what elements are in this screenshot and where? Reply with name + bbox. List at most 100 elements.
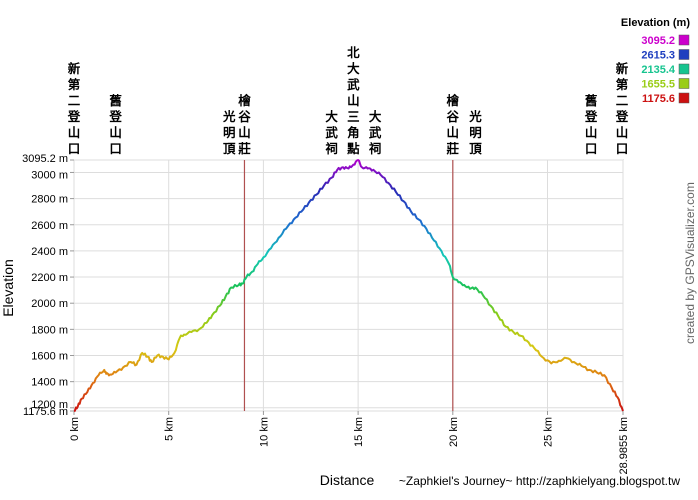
y-tick-label: 1175.6 m	[23, 406, 68, 418]
label-char: 谷	[447, 109, 460, 124]
label-char: 口	[68, 141, 81, 156]
label-char: 武	[325, 125, 338, 140]
legend: Elevation (m) 3095.2 2615.3 2135.4 1655.5 11…	[621, 17, 690, 105]
label-char: 新	[616, 61, 629, 76]
waypoint-label: 大武祠	[325, 109, 338, 156]
label-char: 口	[585, 141, 598, 156]
legend-value: 2615.3	[641, 50, 675, 62]
label-char: 莊	[446, 141, 460, 156]
label-char: 明	[223, 125, 236, 140]
label-char: 二	[68, 93, 81, 108]
y-tick-label: 3000 m	[31, 169, 68, 181]
legend-value: 3095.2	[641, 35, 675, 47]
x-tick-label: 25 km	[543, 417, 555, 447]
label-char: 口	[616, 141, 629, 156]
label-char: 明	[469, 125, 482, 140]
y-tick-label: 1600 m	[31, 351, 68, 363]
waypoint-label: 光明頂	[468, 109, 482, 156]
label-char: 檜	[447, 93, 460, 108]
y-tick-label: 1400 m	[31, 377, 68, 389]
label-char: 登	[584, 109, 598, 124]
elevation-profile-line	[73, 159, 624, 412]
legend-swatch	[678, 92, 690, 104]
y-tick-label: 2800 m	[31, 194, 68, 206]
x-tick-label: 20 km	[448, 417, 460, 447]
y-tick-label: 2000 m	[31, 298, 68, 310]
x-tick-label: 5 km	[164, 417, 176, 441]
label-char: 山	[68, 125, 81, 140]
legend-value: 1175.6	[642, 93, 675, 105]
x-tick-label: 15 km	[353, 417, 365, 447]
waypoint-labels: 檜谷山莊檜谷山莊新第二登山口舊登山口光明頂大武祠北大武山三角點大武祠光明頂舊登山…	[67, 45, 629, 156]
label-char: 山	[238, 125, 251, 140]
label-char: 大	[369, 109, 382, 124]
legend-value: 2135.4	[641, 64, 676, 76]
plot-frame	[73, 159, 624, 412]
label-char: 第	[616, 77, 629, 92]
label-char: 光	[222, 109, 236, 124]
label-char: 舊	[109, 93, 122, 108]
x-axis-title: Distance	[320, 472, 375, 488]
x-tick-label: 0 km	[69, 417, 81, 441]
label-char: 登	[108, 109, 122, 124]
label-char: 山	[585, 125, 598, 140]
y-tick-label: 3095.2 m	[22, 153, 68, 165]
label-char: 武	[369, 125, 382, 140]
label-char: 第	[68, 77, 81, 92]
label-char: 舊	[585, 93, 598, 108]
x-tick-label: 28.9855 km	[618, 417, 630, 474]
legend-swatch	[678, 49, 690, 60]
side-credit: created by GPSVisualizer.com	[683, 182, 697, 344]
label-char: 祠	[325, 141, 338, 156]
label-char: 山	[447, 125, 460, 140]
label-char: 山	[616, 125, 629, 140]
label-char: 武	[347, 77, 360, 92]
label-char: 頂	[469, 141, 482, 156]
label-char: 大	[325, 109, 338, 124]
label-char: 登	[67, 109, 81, 124]
y-tick-label: 2400 m	[31, 246, 68, 258]
label-char: 二	[616, 93, 629, 108]
y-tick-label: 1200 m	[31, 399, 68, 411]
legend-title: Elevation (m)	[621, 17, 690, 29]
label-char: 角	[347, 125, 360, 140]
x-tick-label: 10 km	[258, 417, 270, 447]
label-char: 檜	[238, 93, 251, 108]
label-char: 新	[68, 61, 81, 76]
y-tick-label: 2200 m	[31, 272, 68, 284]
grid-lines	[73, 159, 624, 412]
label-char: 山	[347, 93, 360, 108]
label-char: 谷	[238, 109, 251, 124]
label-char: 北	[347, 45, 360, 60]
label-char: 莊	[237, 141, 251, 156]
label-char: 口	[109, 141, 122, 156]
label-char: 登	[615, 109, 629, 124]
legend-value: 1655.5	[641, 79, 675, 91]
label-char: 頂	[223, 141, 236, 156]
waypoint-label: 光明頂	[222, 109, 236, 156]
y-tick-label: 2600 m	[31, 220, 68, 232]
label-char: 光	[468, 109, 482, 124]
legend-entries: 3095.2 2615.3 2135.4 1655.5 1175.6	[641, 34, 690, 105]
marker-lines	[243, 160, 454, 411]
label-char: 三	[347, 109, 360, 124]
bottom-credit: ~Zaphkiel's Journey~ http://zaphkielyang…	[399, 474, 680, 488]
legend-swatch	[678, 34, 690, 46]
label-char: 山	[109, 125, 122, 140]
x-axis-ticks: 0 km 5 km 10 km 15 km 20 km 25 km 28.9855 km	[69, 411, 630, 474]
y-tick-label: 1800 m	[31, 324, 68, 336]
label-char: 祠	[369, 141, 382, 156]
legend-swatch	[678, 63, 690, 75]
y-axis-title: Elevation	[0, 259, 16, 317]
label-char: 點	[347, 141, 360, 156]
waypoint-label: 大武祠	[369, 109, 382, 156]
